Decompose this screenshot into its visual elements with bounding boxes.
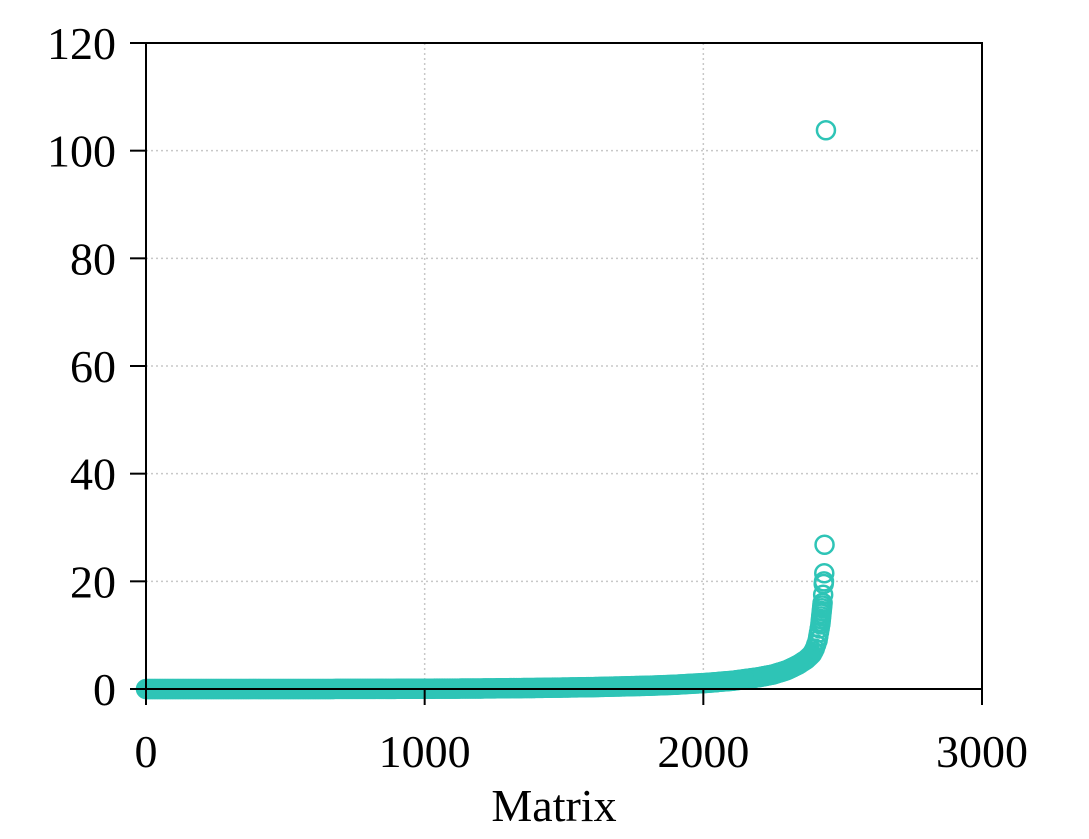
data-points (135, 119, 837, 700)
x-tick-label: 0 (135, 726, 158, 777)
x-axis-ticks: 0 1000 2000 3000 (135, 689, 1028, 777)
data-point (812, 584, 834, 606)
y-axis-ticks: 0 20 40 60 80 100 120 (47, 18, 146, 715)
data-point (814, 563, 835, 584)
data-point (813, 571, 835, 592)
x-tick-label: 2000 (657, 726, 749, 777)
x-tick-label: 1000 (379, 726, 471, 777)
data-point (815, 119, 837, 141)
grid-lines (146, 43, 982, 689)
data-point (814, 534, 835, 555)
x-axis-label: Matrix (491, 780, 616, 831)
y-tick-label: 120 (47, 18, 116, 69)
y-tick-label: 20 (70, 556, 116, 607)
y-tick-label: 100 (47, 126, 116, 177)
x-tick-label: 3000 (936, 726, 1028, 777)
y-tick-label: 80 (70, 233, 116, 284)
y-tick-label: 40 (70, 449, 116, 500)
y-tick-label: 0 (93, 664, 116, 715)
y-tick-label: 60 (70, 341, 116, 392)
